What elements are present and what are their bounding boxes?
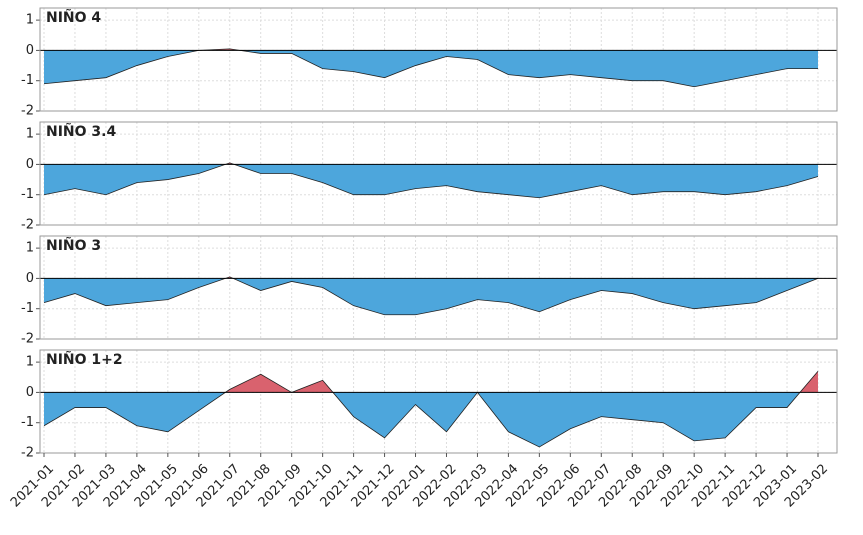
y-tick-label: 1 (26, 355, 34, 370)
line (43, 370, 819, 448)
y-tick-label: -1 (21, 73, 34, 88)
y-tick-label: 1 (26, 127, 34, 142)
panel-title: NIÑO 1+2 (46, 351, 123, 368)
panel-title: NIÑO 3 (46, 237, 101, 254)
y-tick-label: -1 (21, 415, 34, 430)
y-tick-label: -1 (21, 187, 34, 202)
y-tick-label: 0 (26, 385, 34, 400)
y-tick-label: -2 (21, 446, 34, 461)
area (44, 371, 818, 447)
line (43, 162, 819, 199)
y-tick-label: 0 (26, 43, 34, 58)
area (44, 276, 818, 315)
line (43, 276, 819, 316)
y-tick-label: -2 (21, 332, 34, 347)
y-tick-label: -2 (21, 104, 34, 119)
y-tick-label: 1 (26, 13, 34, 28)
panel-title: NIÑO 3.4 (46, 123, 116, 140)
area (44, 48, 818, 87)
y-tick-label: 0 (26, 157, 34, 172)
area (44, 162, 818, 198)
y-tick-label: 1 (26, 241, 34, 256)
panel-frame (39, 235, 838, 340)
y-tick-label: 0 (26, 271, 34, 286)
y-tick-label: -1 (21, 301, 34, 316)
line (43, 48, 818, 88)
y-tick-label: -2 (21, 218, 34, 233)
panel-frame (39, 121, 838, 226)
panel-frame (39, 7, 838, 112)
panel-frame (39, 349, 838, 454)
panel-title: NIÑO 4 (46, 9, 101, 26)
